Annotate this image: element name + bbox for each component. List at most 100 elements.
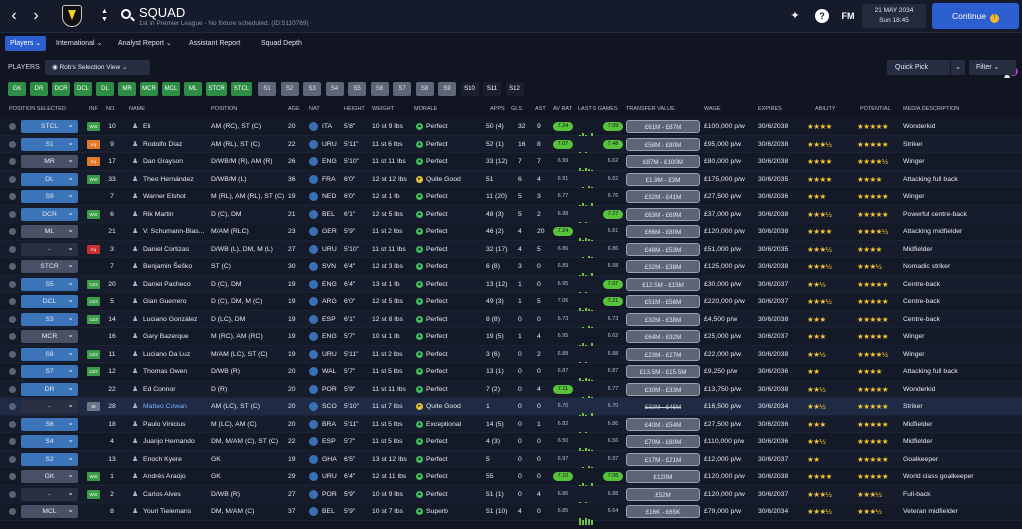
row-select-checkbox[interactable]: [9, 490, 16, 498]
position-selected-dropdown[interactable]: MCL: [21, 503, 78, 518]
table-row[interactable]: GK Wnt 1 ♟ Andrés Araújo GK 29 URU 6'4" 12 st 11 …: [0, 468, 1022, 490]
transfer-value[interactable]: £16K - £65K: [626, 505, 700, 518]
position-selected-dropdown[interactable]: S5: [21, 276, 78, 291]
col-expires[interactable]: EXPIRES: [758, 106, 782, 112]
table-row[interactable]: S9 7 ♟ Warner Elshot M (RL), AM (RL), ST (C)…: [0, 188, 1022, 210]
row-select-checkbox[interactable]: [9, 350, 16, 358]
position-chip[interactable]: GK: [8, 82, 26, 96]
row-select-checkbox[interactable]: [9, 315, 16, 323]
position-selected-dropdown[interactable]: -: [21, 486, 78, 501]
transfer-value[interactable]: £52M: [626, 487, 700, 501]
transfer-value[interactable]: £61M - £87M: [626, 120, 700, 133]
position-selected-dropdown[interactable]: DCL: [21, 293, 78, 308]
row-select-checkbox[interactable]: [9, 455, 16, 463]
position-selected-dropdown[interactable]: STCR: [21, 258, 78, 273]
table-row[interactable]: S5 U23 20 ♟ Daniel Pacheco D (C), DM 19 ENG 6'4"…: [0, 275, 1022, 298]
tactic-chip[interactable]: S12: [505, 82, 524, 96]
tactic-chip[interactable]: S9: [438, 82, 456, 96]
transfer-value[interactable]: £17M - £21M: [626, 452, 700, 466]
table-row[interactable]: ML 21 ♟ V. Schumann-Blas... M/AM (RLC) 23 GER 5…: [0, 223, 1022, 245]
table-row[interactable]: DL Wnt 33 ♟ Theo Hernández D/WB/M (L) 36 FRA 6'0…: [0, 170, 1022, 193]
help-icon[interactable]: ?: [815, 9, 829, 23]
col-ast[interactable]: AST: [535, 106, 546, 112]
row-select-checkbox[interactable]: [9, 385, 16, 393]
world-icon[interactable]: ✦: [790, 10, 800, 22]
table-row[interactable]: S1 Inj 9 ♟ Rodolfo Díaz AM (RL), ST (C) 22 URU 5…: [0, 135, 1022, 158]
col-position-selected[interactable]: POSITION SELECTED: [9, 106, 66, 112]
position-selected-dropdown[interactable]: S3: [21, 311, 78, 326]
table-row[interactable]: S2 13 ♟ Enoch Kyere GK 19 GHA 6'5" 13 st 12 lbs ▲…: [0, 450, 1022, 473]
col-gls[interactable]: GLS: [511, 106, 523, 112]
tab-assistant-report[interactable]: Assistant Report: [184, 36, 245, 51]
col-no[interactable]: NO.: [106, 106, 116, 112]
row-select-checkbox[interactable]: [9, 263, 16, 270]
forward-icon[interactable]: ›: [33, 7, 39, 24]
position-selected-dropdown[interactable]: S4: [21, 433, 78, 448]
col-ability[interactable]: ABILITY: [815, 106, 836, 112]
player-name-link[interactable]: Andrés Araújo: [143, 473, 186, 480]
table-row[interactable]: MCL 8 ♟ Youri Tielemans DM, M/AM (C) 37 BEL 5'9…: [0, 503, 1022, 525]
position-selected-dropdown[interactable]: MR: [21, 153, 78, 168]
row-select-checkbox[interactable]: [9, 473, 16, 480]
table-row[interactable]: -Inj 3 ♟ Daniel Cortizas D/WB (L), DM, M (L)…: [0, 240, 1022, 263]
player-name-link[interactable]: Paulo Vinicius: [143, 420, 186, 428]
date-display[interactable]: 21 MAY 2034 Sun 18:45: [862, 4, 926, 28]
continue-button[interactable]: Continue!: [932, 3, 1019, 29]
position-selected-dropdown[interactable]: S9: [21, 188, 78, 203]
tactic-chip[interactable]: S11: [483, 82, 501, 96]
table-row[interactable]: S4 4 ♟ Juanjo Hernando DM, M/AM (C), ST (C) 2…: [0, 433, 1022, 455]
player-name-link[interactable]: Matteo Cowan: [143, 403, 187, 410]
player-name-link[interactable]: Dan Grayson: [143, 158, 184, 165]
row-select-checkbox[interactable]: [9, 298, 16, 305]
row-select-checkbox[interactable]: [9, 245, 16, 253]
tab-players[interactable]: Players ⌄: [5, 36, 47, 51]
player-name-link[interactable]: Thomas Owen: [143, 368, 188, 375]
position-selected-dropdown[interactable]: STCL: [21, 118, 78, 133]
table-row[interactable]: MCR 16 ♟ Gary Bazerque M (RC), AM (RC) 19 ENG 5…: [0, 328, 1022, 350]
club-badge-icon[interactable]: [62, 5, 82, 27]
position-selected-dropdown[interactable]: -: [21, 398, 78, 413]
col-apps[interactable]: APPS: [490, 106, 505, 112]
tactic-chip[interactable]: S4: [325, 82, 344, 96]
table-row[interactable]: MR Inj 17 ♟ Dan Grayson D/WB/M (R), AM (R) 26 E…: [0, 153, 1022, 175]
transfer-value[interactable]: £32M - £38M: [626, 312, 700, 326]
player-name-link[interactable]: Rodolfo Díaz: [143, 140, 183, 148]
position-selected-dropdown[interactable]: S6: [21, 416, 78, 431]
table-row[interactable]: S8 U23 11 ♟ Luciano Da Luz M/AM (LC), ST (C) 1…: [0, 345, 1022, 368]
table-row[interactable]: S6 18 ♟ Paulo Vinicius M (LC), AM (C) 20 BRA 5'…: [0, 415, 1022, 438]
col-position[interactable]: POSITION: [211, 106, 238, 112]
col-name[interactable]: NAME: [129, 106, 145, 112]
transfer-value[interactable]: £13.5M - £15.5M: [626, 365, 700, 378]
player-name-link[interactable]: Daniel Pacheco: [143, 280, 191, 288]
fm-menu-button[interactable]: FM: [841, 11, 855, 21]
player-name-link[interactable]: Rik Martin: [143, 210, 174, 218]
search-icon[interactable]: [121, 9, 131, 19]
tactic-chip[interactable]: S1: [258, 82, 276, 96]
transfer-value[interactable]: £48M - £53M: [626, 242, 700, 256]
player-name-link[interactable]: Daniel Cortizas: [143, 245, 190, 253]
transfer-value[interactable]: £64M - £92M: [626, 330, 700, 343]
position-chip[interactable]: DCR: [52, 82, 70, 96]
tactic-chip[interactable]: S3: [303, 82, 321, 96]
position-chip[interactable]: STCR: [206, 82, 227, 96]
position-chip[interactable]: MCL: [162, 82, 180, 96]
table-row[interactable]: S7 U23 12 ♟ Thomas Owen D/WB (R) 20 WAL 5'7" 11 s…: [0, 363, 1022, 385]
position-selected-dropdown[interactable]: S2: [21, 451, 78, 466]
transfer-value[interactable]: £23M - £27M: [626, 347, 700, 361]
row-select-checkbox[interactable]: [9, 420, 16, 428]
col-media[interactable]: MEDIA DESCRIPTION: [903, 106, 960, 112]
position-chip[interactable]: MCR: [140, 82, 158, 96]
position-chip[interactable]: MR: [118, 82, 136, 96]
tab-squad-depth[interactable]: Squad Depth: [256, 36, 307, 51]
transfer-value[interactable]: £12.5M - £15M: [626, 277, 700, 291]
player-name-link[interactable]: Luciano Da Luz: [143, 350, 191, 358]
transfer-value[interactable]: £32M - £41M: [626, 190, 700, 203]
table-row[interactable]: STCL Wnt 10 ♟ Eli AM (RC), ST (C) 20 ITA 5'8" 10 …: [0, 118, 1022, 140]
tactic-chip[interactable]: S2: [280, 82, 299, 96]
row-select-checkbox[interactable]: [9, 210, 16, 218]
row-select-checkbox[interactable]: [9, 438, 16, 445]
position-chip[interactable]: DL: [96, 82, 114, 96]
tactic-chip[interactable]: S8: [415, 82, 434, 96]
player-name-link[interactable]: Benjamin Šeško: [143, 263, 193, 270]
position-selected-dropdown[interactable]: -: [21, 241, 78, 256]
